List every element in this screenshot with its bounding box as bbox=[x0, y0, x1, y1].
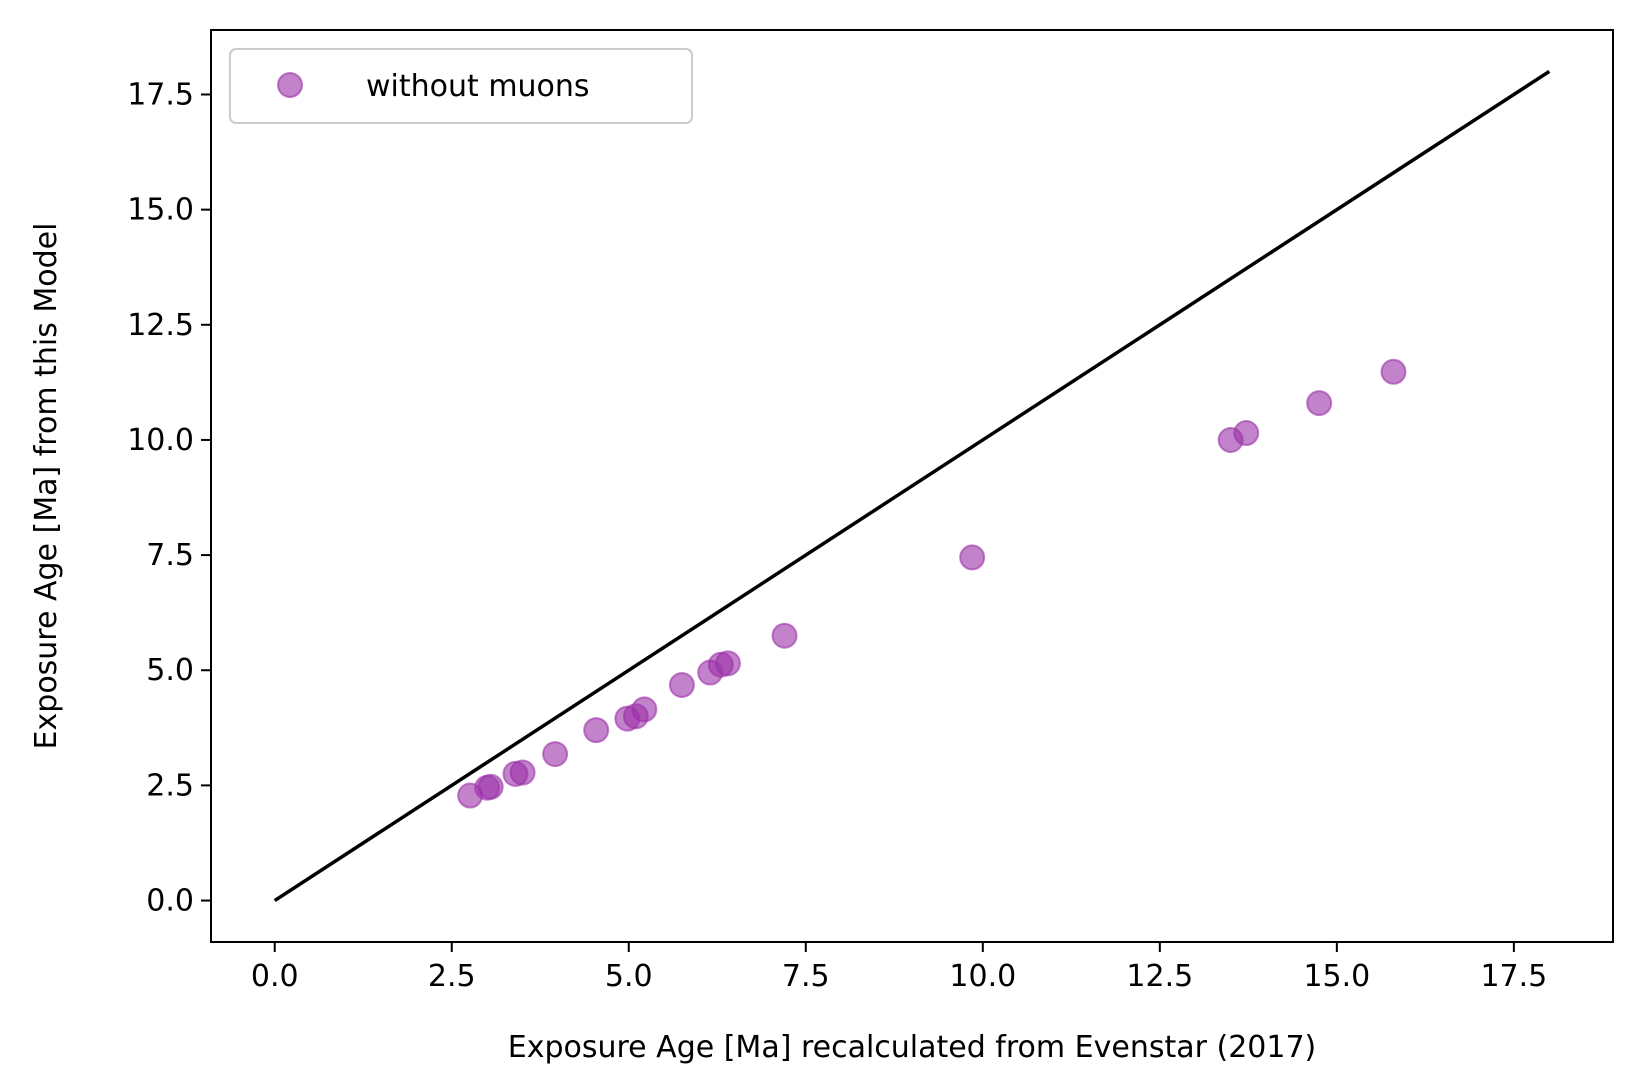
legend-marker bbox=[277, 72, 303, 98]
data-point bbox=[771, 622, 798, 649]
y-ticks: 0.0 2.5 5.0 7.5 10.0 12.5 15.0 17.5 bbox=[127, 77, 211, 919]
reference-line-layer bbox=[273, 69, 1551, 903]
data-points-layer bbox=[457, 358, 1407, 809]
y-tick-label: 2.5 bbox=[146, 768, 194, 803]
data-point bbox=[542, 741, 569, 768]
y-tick-label: 10.0 bbox=[127, 423, 194, 458]
y-tick-label: 7.5 bbox=[146, 538, 194, 573]
data-point bbox=[477, 773, 504, 800]
x-tick-label: 7.5 bbox=[782, 959, 830, 994]
x-ticks: 0.0 2.5 5.0 7.5 10.0 12.5 15.0 17.5 bbox=[251, 942, 1547, 994]
x-tick-label: 17.5 bbox=[1480, 959, 1547, 994]
y-tick-label: 0.0 bbox=[146, 884, 194, 919]
legend-label: without muons bbox=[366, 69, 590, 104]
legend: without muons bbox=[229, 48, 693, 124]
x-tick-label: 0.0 bbox=[251, 959, 299, 994]
x-tick-label: 12.5 bbox=[1126, 959, 1193, 994]
y-tick-label: 17.5 bbox=[127, 77, 194, 112]
data-point bbox=[1306, 390, 1333, 417]
data-point bbox=[714, 650, 741, 677]
x-tick-label: 10.0 bbox=[949, 959, 1016, 994]
y-tick-label: 15.0 bbox=[127, 193, 194, 228]
data-point bbox=[1380, 358, 1407, 385]
legend-box bbox=[229, 48, 693, 124]
y-tick-label: 5.0 bbox=[146, 653, 194, 688]
x-tick-label: 2.5 bbox=[428, 959, 476, 994]
data-point bbox=[583, 717, 610, 744]
x-tick-label: 15.0 bbox=[1303, 959, 1370, 994]
y-tick-label: 12.5 bbox=[127, 308, 194, 343]
plot-frame bbox=[210, 29, 1614, 943]
data-point bbox=[668, 671, 695, 698]
reference-line bbox=[273, 69, 1551, 903]
y-axis-label: Exposure Age [Ma] from this Model bbox=[29, 223, 64, 750]
data-point bbox=[959, 544, 986, 571]
data-point bbox=[1233, 420, 1260, 447]
x-axis-label: Exposure Age [Ma] recalculated from Even… bbox=[508, 1030, 1317, 1065]
data-point bbox=[509, 759, 536, 786]
data-point bbox=[631, 696, 658, 723]
x-tick-label: 5.0 bbox=[605, 959, 653, 994]
